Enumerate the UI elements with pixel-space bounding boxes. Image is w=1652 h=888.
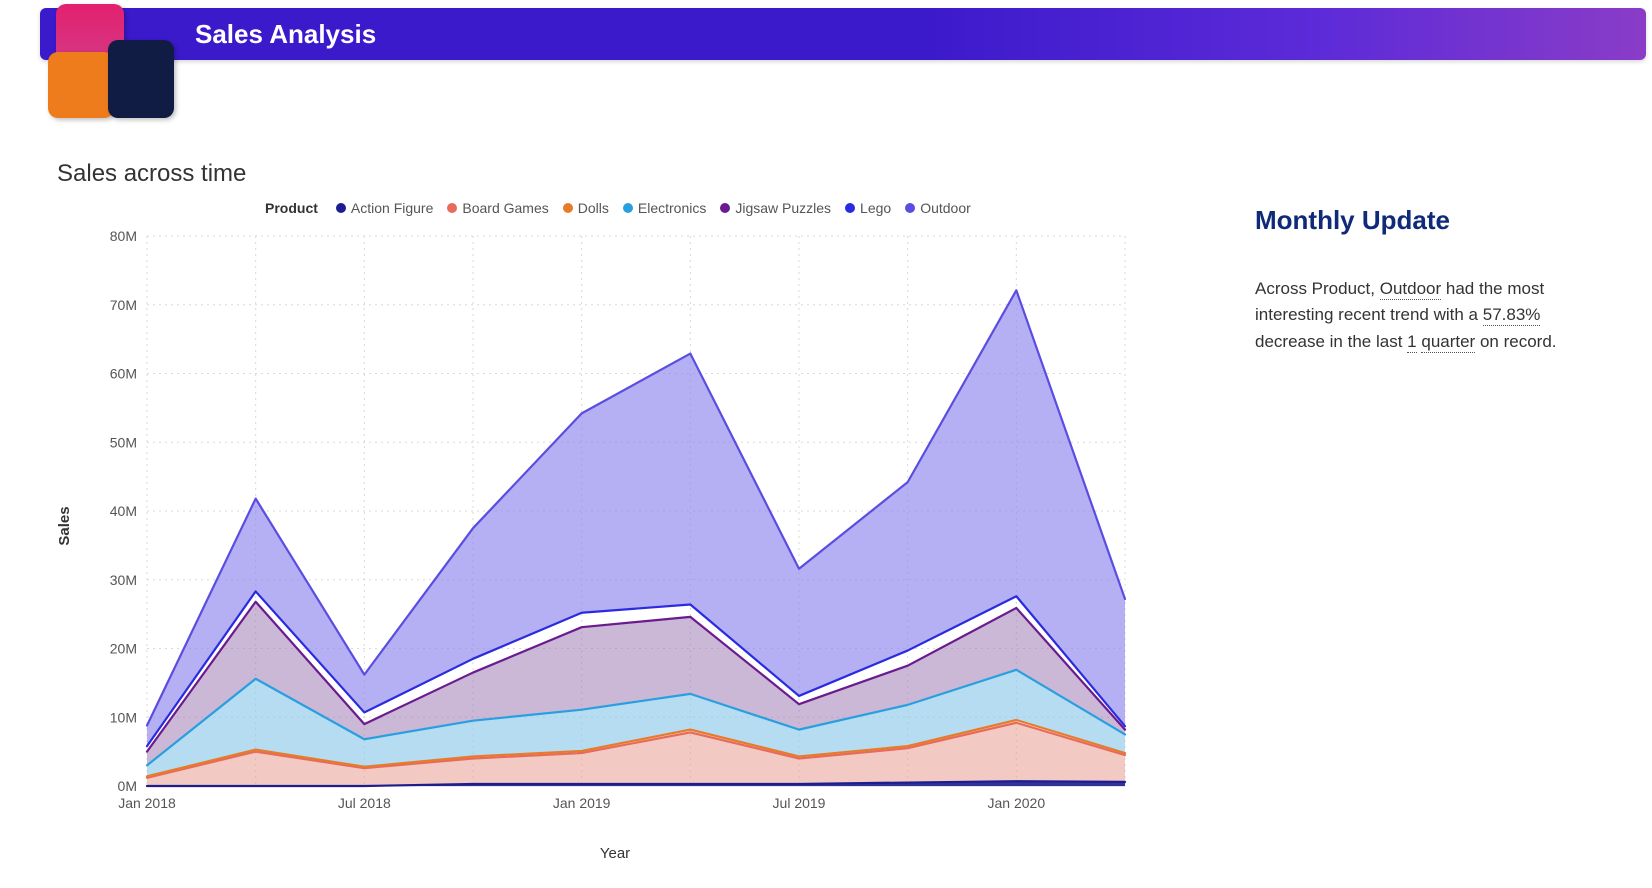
logo-square-navy <box>108 40 174 118</box>
legend-label: Dolls <box>578 200 609 216</box>
legend-swatch <box>336 203 346 213</box>
legend-title: Product <box>265 200 318 216</box>
svg-text:Jul 2018: Jul 2018 <box>338 795 391 811</box>
text-highlight-count: 1 <box>1407 332 1416 353</box>
text-frag: Across Product, <box>1255 279 1380 298</box>
chart-title: Sales across time <box>57 160 1195 188</box>
header-bar: Sales Analysis <box>40 8 1646 60</box>
legend-label: Jigsaw Puzzles <box>735 200 831 216</box>
legend-item[interactable]: Action Figure <box>336 200 433 216</box>
legend-swatch <box>905 203 915 213</box>
svg-text:10M: 10M <box>110 709 137 725</box>
svg-text:Jan 2019: Jan 2019 <box>553 795 611 811</box>
text-highlight-period: quarter <box>1421 332 1475 353</box>
svg-text:50M: 50M <box>110 434 137 450</box>
legend-item[interactable]: Jigsaw Puzzles <box>720 200 831 216</box>
svg-text:Jan 2018: Jan 2018 <box>118 795 176 811</box>
legend-label: Lego <box>860 200 891 216</box>
y-axis-label: Sales <box>56 506 73 545</box>
text-frag: decrease in the last <box>1255 332 1407 351</box>
legend-swatch <box>447 203 457 213</box>
svg-text:Jul 2019: Jul 2019 <box>773 795 826 811</box>
legend-label: Action Figure <box>351 200 433 216</box>
legend-label: Electronics <box>638 200 706 216</box>
legend-item[interactable]: Dolls <box>563 200 609 216</box>
svg-text:30M: 30M <box>110 572 137 588</box>
svg-text:Jan 2020: Jan 2020 <box>988 795 1046 811</box>
legend-item[interactable]: Outdoor <box>905 200 971 216</box>
legend-item[interactable]: Board Games <box>447 200 548 216</box>
legend-label: Outdoor <box>920 200 971 216</box>
svg-text:0M: 0M <box>118 778 137 794</box>
svg-text:70M: 70M <box>110 297 137 313</box>
page-title: Sales Analysis <box>195 19 376 50</box>
legend-swatch <box>845 203 855 213</box>
logo-square-orange <box>48 52 114 118</box>
text-highlight-pct: 57.83% <box>1483 305 1541 326</box>
monthly-update-text: Across Product, Outdoor had the most int… <box>1255 276 1612 355</box>
svg-text:60M: 60M <box>110 366 137 382</box>
logo <box>48 4 178 134</box>
x-axis-label: Year <box>600 845 630 862</box>
legend-swatch <box>623 203 633 213</box>
text-frag: on record. <box>1475 332 1556 351</box>
legend-label: Board Games <box>462 200 548 216</box>
svg-text:80M: 80M <box>110 228 137 244</box>
chart-plot-area: Sales 0M10M20M30M40M50M60M70M80MJan 2018… <box>75 226 1155 826</box>
svg-text:40M: 40M <box>110 503 137 519</box>
legend-swatch <box>720 203 730 213</box>
chart-card: Sales across time Product Action Figure B… <box>55 150 1195 878</box>
svg-text:20M: 20M <box>110 641 137 657</box>
monthly-update-panel: Monthly Update Across Product, Outdoor h… <box>1195 150 1632 878</box>
legend-swatch <box>563 203 573 213</box>
chart-legend: Product Action Figure Board Games Dolls Ele… <box>265 200 1195 216</box>
text-highlight-product: Outdoor <box>1380 279 1441 300</box>
chart-svg: 0M 10M 20M 30M 40M 50M 60M 70M 80M Jan 2018 Jul 20… <box>75 226 1155 826</box>
monthly-update-heading: Monthly Update <box>1255 205 1612 236</box>
legend-item[interactable]: Lego <box>845 200 891 216</box>
legend-item[interactable]: Electronics <box>623 200 706 216</box>
